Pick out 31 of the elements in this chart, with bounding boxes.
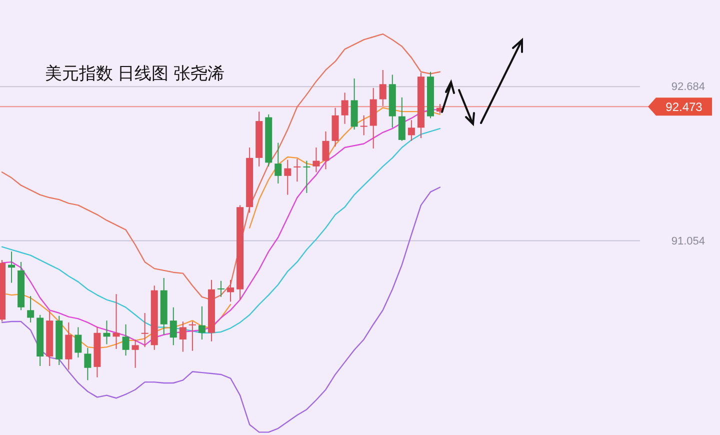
candlestick [360, 114, 368, 136]
candlestick [122, 324, 130, 356]
candlestick [170, 306, 177, 346]
candlestick [112, 294, 120, 350]
candlestick [284, 159, 292, 196]
candlestick [379, 69, 386, 106]
y-tick-label: 92.684 [671, 81, 705, 94]
candlestick [312, 147, 320, 173]
candlestick [227, 279, 234, 302]
candlestick [322, 130, 330, 170]
candlestick [303, 160, 310, 194]
line-series [1, 33, 441, 300]
candlestick [408, 120, 415, 142]
candlestick [132, 338, 139, 368]
candlestick [74, 326, 82, 358]
line-series [1, 186, 441, 433]
candlestick [188, 321, 196, 352]
candlestick [341, 92, 348, 124]
candlestick [398, 96, 406, 142]
y-tick-label: 91.054 [671, 235, 705, 248]
candlestick [84, 348, 92, 381]
candlestick [27, 295, 34, 323]
candlestick [198, 306, 206, 340]
candlestick [274, 142, 282, 184]
candlestick [141, 312, 148, 348]
candlestick [103, 320, 110, 345]
candlestick [294, 158, 301, 182]
ref-line-label: 92.473 [666, 100, 703, 114]
candlestick [179, 321, 186, 352]
candlestick [218, 280, 224, 298]
text: 美元指数 日线图 张尧浠 [45, 64, 224, 83]
